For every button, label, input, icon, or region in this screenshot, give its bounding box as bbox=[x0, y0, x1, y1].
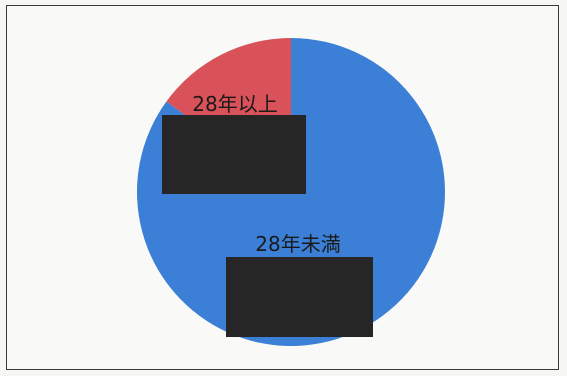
redacted-value-28-or-more bbox=[162, 115, 306, 194]
slice-label-under-28: 28年未満 bbox=[255, 232, 340, 256]
slice-label-28-or-more: 28年以上 bbox=[192, 92, 277, 116]
pie-chart: 28年以上 28年未満 bbox=[136, 38, 445, 347]
chart-frame: 28年以上 28年未満 bbox=[6, 5, 559, 370]
redacted-value-under-28 bbox=[226, 257, 373, 337]
